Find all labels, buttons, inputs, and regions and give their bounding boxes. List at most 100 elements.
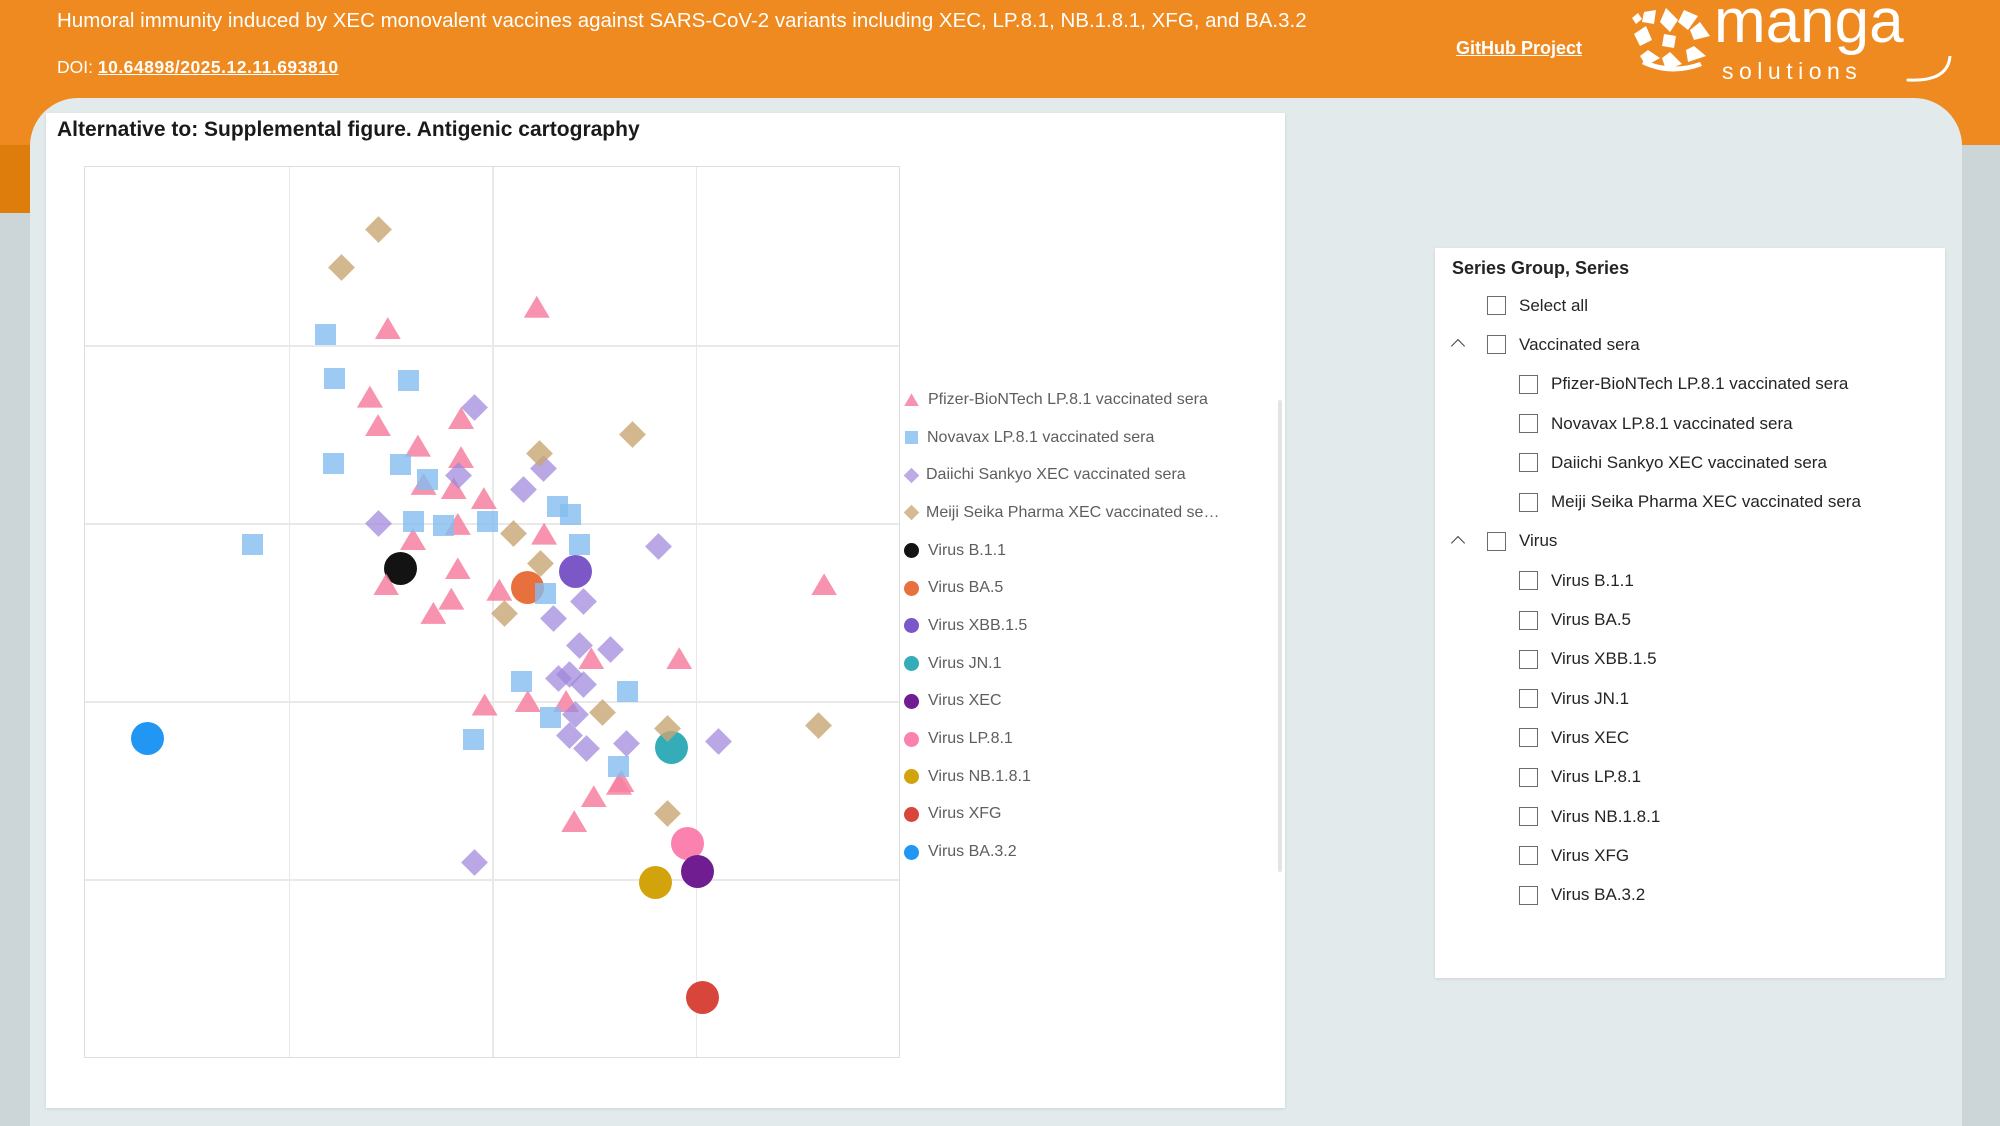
- checkbox-vaccinated-sera[interactable]: [1487, 335, 1506, 355]
- point-meiji-seika-pharma-xec-vaccinated-sera[interactable]: [364, 215, 392, 243]
- point-novavax-lp-8-1-vaccinated-sera[interactable]: [568, 533, 590, 555]
- legend-item-meiji-seika-pharma-xec-vaccinated-se[interactable]: Meiji Seika Pharma XEC vaccinated se…: [903, 494, 1276, 532]
- checkbox-daiichi-sankyo-xec-vaccinated-sera[interactable]: [1519, 453, 1538, 473]
- filter-row-virus-ba-3-2[interactable]: Virus BA.3.2: [1435, 875, 1945, 914]
- point-novavax-lp-8-1-vaccinated-sera[interactable]: [462, 728, 484, 750]
- filter-row-virus[interactable]: Virus: [1435, 522, 1945, 561]
- legend-item-novavax-lp-8-1-vaccinated-sera[interactable]: Novavax LP.8.1 vaccinated sera: [904, 419, 1276, 457]
- point-pfizer-biontech-lp-8-1-vaccinated-sera[interactable]: [471, 693, 498, 716]
- legend-item-virus-xbb-1-5[interactable]: Virus XBB.1.5: [904, 607, 1276, 645]
- filter-row-virus-jn-1[interactable]: Virus JN.1: [1435, 679, 1945, 718]
- point-daiichi-sankyo-xec-vaccinated-sera[interactable]: [510, 475, 538, 503]
- point-pfizer-biontech-lp-8-1-vaccinated-sera[interactable]: [531, 522, 558, 545]
- checkbox-virus-xbb-1-5[interactable]: [1519, 649, 1538, 669]
- chevron-up-icon[interactable]: [1450, 535, 1466, 550]
- point-meiji-seika-pharma-xec-vaccinated-sera[interactable]: [804, 712, 832, 740]
- checkbox-virus-xfg[interactable]: [1519, 846, 1538, 866]
- point-pfizer-biontech-lp-8-1-vaccinated-sera[interactable]: [438, 587, 465, 610]
- filter-row-virus-xec[interactable]: Virus XEC: [1435, 718, 1945, 757]
- point-novavax-lp-8-1-vaccinated-sera[interactable]: [432, 515, 454, 537]
- point-virus-nb-1-8-1[interactable]: [639, 866, 673, 900]
- point-pfizer-biontech-lp-8-1-vaccinated-sera[interactable]: [486, 578, 513, 601]
- point-daiichi-sankyo-xec-vaccinated-sera[interactable]: [540, 604, 568, 632]
- filter-row-novavax-lp-8-1-vaccinated-sera[interactable]: Novavax LP.8.1 vaccinated sera: [1435, 404, 1945, 443]
- point-daiichi-sankyo-xec-vaccinated-sera[interactable]: [612, 730, 640, 758]
- checkbox-virus-ba-5[interactable]: [1519, 610, 1538, 630]
- filter-row-daiichi-sankyo-xec-vaccinated-sera[interactable]: Daiichi Sankyo XEC vaccinated sera: [1435, 443, 1945, 482]
- plot-area[interactable]: [84, 166, 900, 1058]
- checkbox-select-all[interactable]: [1487, 296, 1506, 316]
- point-novavax-lp-8-1-vaccinated-sera[interactable]: [417, 468, 439, 490]
- point-daiichi-sankyo-xec-vaccinated-sera[interactable]: [704, 727, 732, 755]
- legend-item-daiichi-sankyo-xec-vaccinated-sera[interactable]: Daiichi Sankyo XEC vaccinated sera: [903, 456, 1276, 494]
- point-pfizer-biontech-lp-8-1-vaccinated-sera[interactable]: [365, 414, 392, 437]
- checkbox-virus-lp-8-1[interactable]: [1519, 767, 1538, 787]
- point-virus-xfg[interactable]: [686, 980, 720, 1014]
- filter-row-pfizer-biontech-lp-8-1-vaccinated-sera[interactable]: Pfizer-BioNTech LP.8.1 vaccinated sera: [1435, 365, 1945, 404]
- chevron-up-icon[interactable]: [1450, 339, 1466, 354]
- github-project-link[interactable]: GitHub Project: [1456, 38, 1583, 58]
- legend-scrollbar[interactable]: [1278, 400, 1282, 872]
- point-pfizer-biontech-lp-8-1-vaccinated-sera[interactable]: [523, 295, 550, 318]
- filter-row-virus-xbb-1-5[interactable]: Virus XBB.1.5: [1435, 640, 1945, 679]
- filter-row-virus-lp-8-1[interactable]: Virus LP.8.1: [1435, 758, 1945, 797]
- point-novavax-lp-8-1-vaccinated-sera[interactable]: [477, 510, 499, 532]
- point-novavax-lp-8-1-vaccinated-sera[interactable]: [402, 510, 424, 532]
- legend-item-virus-xec[interactable]: Virus XEC: [904, 683, 1276, 721]
- checkbox-novavax-lp-8-1-vaccinated-sera[interactable]: [1519, 414, 1538, 434]
- point-novavax-lp-8-1-vaccinated-sera[interactable]: [314, 323, 336, 345]
- point-virus-ba-3-2[interactable]: [131, 721, 165, 755]
- point-daiichi-sankyo-xec-vaccinated-sera[interactable]: [570, 587, 598, 615]
- legend-item-virus-ba-5[interactable]: Virus BA.5: [904, 569, 1276, 607]
- point-pfizer-biontech-lp-8-1-vaccinated-sera[interactable]: [374, 317, 401, 340]
- point-virus-b-1-1[interactable]: [384, 551, 418, 585]
- point-virus-lp-8-1[interactable]: [670, 826, 704, 860]
- point-novavax-lp-8-1-vaccinated-sera[interactable]: [322, 452, 344, 474]
- point-novavax-lp-8-1-vaccinated-sera[interactable]: [324, 368, 346, 390]
- point-novavax-lp-8-1-vaccinated-sera[interactable]: [617, 680, 639, 702]
- legend-item-pfizer-biontech-lp-8-1-vaccinated-sera[interactable]: Pfizer-BioNTech LP.8.1 vaccinated sera: [904, 381, 1276, 419]
- filter-row-virus-nb-1-8-1[interactable]: Virus NB.1.8.1: [1435, 797, 1945, 836]
- filter-row-vaccinated-sera[interactable]: Vaccinated sera: [1435, 325, 1945, 364]
- point-daiichi-sankyo-xec-vaccinated-sera[interactable]: [365, 510, 393, 538]
- point-pfizer-biontech-lp-8-1-vaccinated-sera[interactable]: [811, 573, 838, 596]
- point-pfizer-biontech-lp-8-1-vaccinated-sera[interactable]: [356, 385, 383, 408]
- checkbox-virus-b-1-1[interactable]: [1519, 571, 1538, 591]
- point-daiichi-sankyo-xec-vaccinated-sera[interactable]: [460, 849, 488, 877]
- point-meiji-seika-pharma-xec-vaccinated-sera[interactable]: [619, 420, 647, 448]
- checkbox-virus-jn-1[interactable]: [1519, 689, 1538, 709]
- legend-item-virus-jn-1[interactable]: Virus JN.1: [904, 645, 1276, 683]
- point-pfizer-biontech-lp-8-1-vaccinated-sera[interactable]: [444, 557, 471, 580]
- legend-item-virus-ba-3-2[interactable]: Virus BA.3.2: [904, 833, 1276, 871]
- checkbox-virus-ba-3-2[interactable]: [1519, 885, 1538, 905]
- point-novavax-lp-8-1-vaccinated-sera[interactable]: [242, 533, 264, 555]
- filter-row-virus-b-1-1[interactable]: Virus B.1.1: [1435, 561, 1945, 600]
- point-novavax-lp-8-1-vaccinated-sera[interactable]: [540, 707, 562, 729]
- checkbox-virus[interactable]: [1487, 531, 1506, 551]
- point-daiichi-sankyo-xec-vaccinated-sera[interactable]: [644, 532, 672, 560]
- filter-row-virus-xfg[interactable]: Virus XFG: [1435, 836, 1945, 875]
- point-meiji-seika-pharma-xec-vaccinated-sera[interactable]: [327, 254, 355, 281]
- legend-item-virus-nb-1-8-1[interactable]: Virus NB.1.8.1: [904, 758, 1276, 796]
- point-meiji-seika-pharma-xec-vaccinated-sera[interactable]: [653, 799, 681, 827]
- checkbox-meiji-seika-pharma-xec-vaccinated-sera[interactable]: [1519, 492, 1538, 512]
- point-novavax-lp-8-1-vaccinated-sera[interactable]: [608, 756, 630, 778]
- point-novavax-lp-8-1-vaccinated-sera[interactable]: [390, 453, 412, 475]
- point-virus-xbb-1-5[interactable]: [558, 554, 592, 588]
- point-daiichi-sankyo-xec-vaccinated-sera[interactable]: [597, 635, 625, 663]
- point-pfizer-biontech-lp-8-1-vaccinated-sera[interactable]: [580, 785, 607, 808]
- checkbox-pfizer-biontech-lp-8-1-vaccinated-sera[interactable]: [1519, 374, 1538, 394]
- point-novavax-lp-8-1-vaccinated-sera[interactable]: [535, 582, 557, 604]
- point-virus-xec[interactable]: [681, 855, 715, 889]
- point-novavax-lp-8-1-vaccinated-sera[interactable]: [397, 370, 419, 392]
- checkbox-virus-xec[interactable]: [1519, 728, 1538, 748]
- filter-row-meiji-seika-pharma-xec-vaccinated-sera[interactable]: Meiji Seika Pharma XEC vaccinated sera: [1435, 482, 1945, 521]
- point-novavax-lp-8-1-vaccinated-sera[interactable]: [560, 504, 582, 526]
- legend-item-virus-lp-8-1[interactable]: Virus LP.8.1: [904, 720, 1276, 758]
- checkbox-virus-nb-1-8-1[interactable]: [1519, 807, 1538, 826]
- legend-item-virus-b-1-1[interactable]: Virus B.1.1: [904, 532, 1276, 570]
- point-meiji-seika-pharma-xec-vaccinated-sera[interactable]: [490, 600, 518, 628]
- point-novavax-lp-8-1-vaccinated-sera[interactable]: [510, 670, 532, 692]
- filter-row-virus-ba-5[interactable]: Virus BA.5: [1435, 600, 1945, 639]
- point-meiji-seika-pharma-xec-vaccinated-sera[interactable]: [589, 699, 617, 726]
